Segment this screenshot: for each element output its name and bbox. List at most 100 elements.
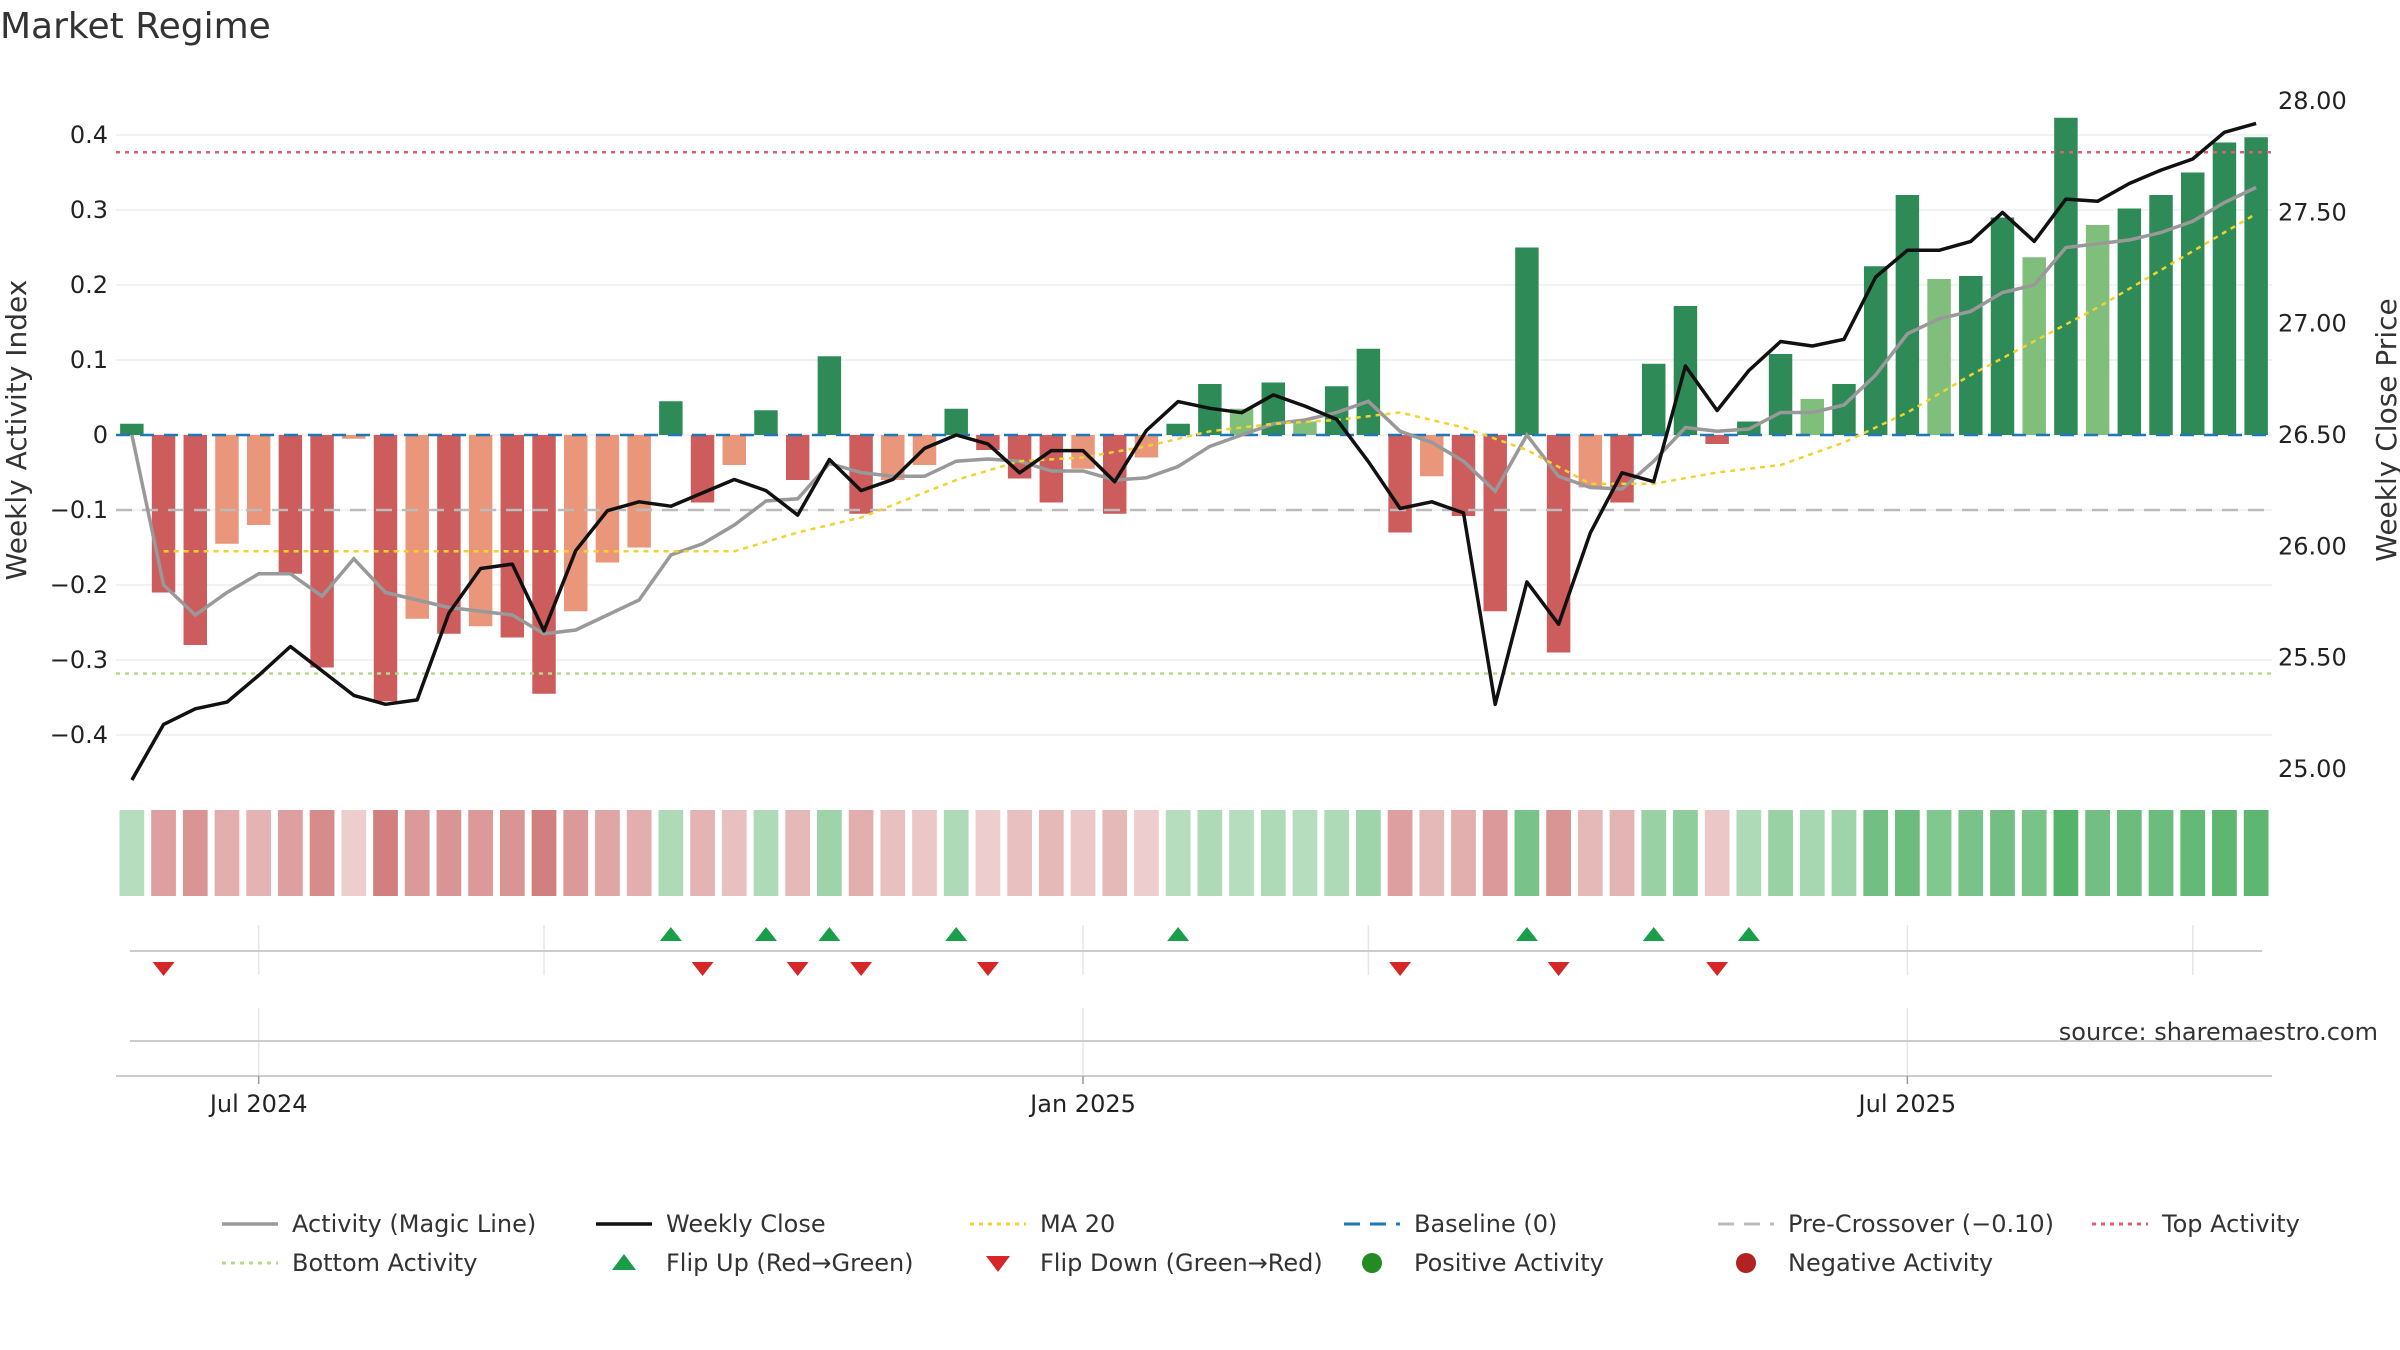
- heat-cell: [1292, 810, 1318, 896]
- left-tick-label: −0.3: [50, 646, 108, 674]
- activity-bar: [1546, 435, 1571, 653]
- flip-up-marker: [1642, 927, 1665, 941]
- heat-cell: [1704, 810, 1730, 896]
- flip-down-marker: [1706, 962, 1729, 976]
- right-tick-label: 26.50: [2278, 421, 2347, 449]
- activity-bar: [373, 435, 398, 702]
- activity-bar: [1642, 363, 1666, 435]
- heat-cell: [785, 810, 811, 896]
- legend-label: Positive Activity: [1414, 1249, 1604, 1277]
- activity-bar: [1610, 435, 1634, 503]
- right-tick-label: 28.00: [2278, 87, 2347, 115]
- activity-bar: [1388, 435, 1412, 533]
- heat-cell: [817, 810, 842, 896]
- heat-cell: [1926, 810, 1952, 896]
- activity-bar: [1229, 408, 1254, 435]
- activity-bar: [1959, 276, 1983, 435]
- flip-up-marker: [945, 927, 968, 941]
- weekly-close-line: [130, 121, 2257, 781]
- flip-up-marker: [659, 927, 682, 941]
- heat-cell: [499, 810, 525, 896]
- legend-label: Negative Activity: [1788, 1249, 1993, 1277]
- flip-down-marker: [1389, 962, 1412, 976]
- activity-bar: [881, 435, 905, 480]
- activity-bar: [468, 435, 493, 627]
- flip-markers-panel: [130, 925, 2262, 976]
- heat-cell: [1102, 810, 1128, 896]
- legend-symbol-dot: [1736, 1253, 1756, 1273]
- heat-cell: [2053, 810, 2079, 896]
- activity-bar: [785, 435, 810, 480]
- flip-down-marker: [850, 962, 873, 976]
- flip-up-marker: [818, 927, 841, 941]
- activity-bar: [849, 435, 873, 514]
- heat-cell: [943, 810, 969, 896]
- heat-cell: [1736, 810, 1762, 896]
- left-tick-label: −0.1: [50, 496, 108, 524]
- activity-bar: [120, 423, 144, 435]
- activity-bar: [754, 410, 778, 435]
- series-lines: [130, 121, 2257, 781]
- activity-bar: [278, 435, 303, 574]
- flip-up-marker: [1737, 927, 1760, 941]
- right-tick-label: 27.00: [2278, 310, 2347, 338]
- activity-bar: [2149, 195, 2173, 435]
- activity-bar: [1832, 384, 1856, 435]
- activity-bar: [1768, 354, 1793, 435]
- activity-bar: [1324, 386, 1349, 435]
- heat-cell: [1451, 810, 1476, 896]
- heat-cell: [595, 810, 620, 896]
- left-tick-label: 0.4: [70, 121, 108, 149]
- legend-label: Weekly Close: [666, 1210, 826, 1238]
- left-tick-label: 0.3: [70, 196, 108, 224]
- heat-cell: [1673, 810, 1698, 896]
- activity-bar: [1800, 399, 1824, 435]
- regime-heatstrip: [119, 810, 2269, 896]
- activity-bar: [1483, 435, 1507, 612]
- heat-cell: [468, 810, 493, 896]
- flip-down-marker: [691, 962, 714, 976]
- left-tick-label: −0.4: [50, 721, 108, 749]
- heat-cell: [1229, 810, 1254, 896]
- legend-symbol-tri-down: [986, 1256, 1010, 1272]
- left-axis-ticks: −0.4 −0.3 −0.2 −0.1 0 0.1 0.2 0.3 0.4: [50, 121, 108, 749]
- heat-cell: [341, 810, 367, 896]
- activity-bar: [151, 435, 176, 593]
- legend-triangle-up: [612, 1254, 636, 1270]
- heat-cell: [658, 810, 684, 896]
- activity-bars: [120, 117, 2268, 702]
- legend-label: Pre-Crossover (−0.10): [1788, 1210, 2054, 1238]
- heat-cell: [848, 810, 874, 896]
- activity-bar: [1293, 421, 1317, 435]
- activity-bar: [1578, 435, 1603, 488]
- activity-bar: [183, 435, 207, 645]
- activity-bar: [342, 435, 366, 439]
- activity-bar: [2117, 208, 2142, 435]
- heat-cell: [1641, 810, 1667, 896]
- activity-bar: [1863, 266, 1888, 435]
- x-tick-label: Jan 2025: [1028, 1090, 1136, 1118]
- heat-cell: [531, 810, 557, 896]
- heat-cell: [1831, 810, 1857, 896]
- activity-bar: [944, 408, 968, 435]
- heat-cell: [1324, 810, 1350, 896]
- legend-triangle-down: [986, 1256, 1010, 1272]
- flip-up-marker: [754, 927, 777, 941]
- heat-cell: [1768, 810, 1793, 896]
- legend-label: Activity (Magic Line): [292, 1210, 536, 1238]
- flip-down-marker: [786, 962, 809, 976]
- legend: Activity (Magic Line) Weekly Close MA 20 Ba…: [222, 1210, 2300, 1277]
- legend-label: Bottom Activity: [292, 1249, 477, 1277]
- heat-cell: [182, 810, 208, 896]
- legend-dot: [1362, 1253, 1382, 1273]
- heat-cell: [721, 810, 747, 896]
- heat-cell: [1356, 810, 1381, 896]
- heat-cell: [119, 810, 145, 896]
- heat-cell: [1514, 810, 1540, 896]
- flip-down-marker: [152, 962, 175, 976]
- source-note: source: sharemaestro.com: [2059, 1018, 2378, 1046]
- left-tick-label: 0.1: [70, 346, 108, 374]
- activity-bar: [500, 435, 525, 638]
- activity-bar: [1705, 435, 1729, 444]
